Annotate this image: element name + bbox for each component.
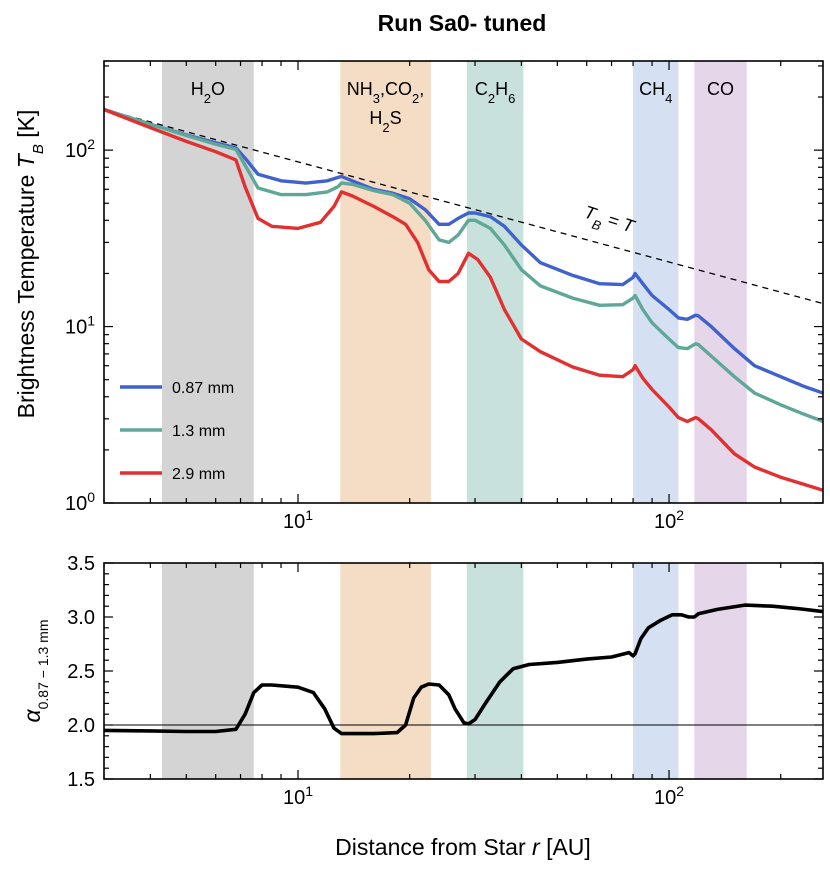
y-axis-title: α0.87 − 1.3 mm <box>19 619 51 722</box>
series-line-1-3-mm <box>104 107 823 424</box>
plot-frame <box>103 60 824 504</box>
x-tick-label: 102 <box>654 507 684 533</box>
y-tick-label: 1.5 <box>67 769 95 791</box>
y-tick-label: 101 <box>65 313 95 339</box>
x-tick-label: 102 <box>654 783 684 809</box>
y-tick-label: 102 <box>65 136 95 162</box>
reference-line <box>104 108 823 305</box>
legend-label: 1.3 mm <box>172 423 225 440</box>
series-line-alpha <box>104 603 823 736</box>
band-c2h6 <box>466 563 524 779</box>
band-h2o <box>162 563 254 779</box>
band-nh3-co2-h2s <box>340 563 431 779</box>
y-tick-label: 100 <box>65 489 95 515</box>
y-tick-label: 2.0 <box>67 715 95 737</box>
legend-label: 2.9 mm <box>172 466 225 483</box>
chart-title: Run Sa0- tuned <box>378 10 547 36</box>
band-co <box>694 61 747 503</box>
band-h2o <box>162 61 254 503</box>
band-ch4 <box>633 563 679 779</box>
y-axis-title: Brightness Temperature TB [K] <box>13 110 47 419</box>
x-axis-title: Distance from Star r [AU] <box>335 834 591 860</box>
series-line-0-87-mm <box>104 107 823 395</box>
y-tick-label: 2.5 <box>67 661 95 683</box>
band-label: H2O <box>191 79 225 106</box>
reference-line-label: TB = T <box>580 202 639 244</box>
top-panel: H2O NH3,CO2,H2S C2H6 CH4 CO TB = T 101 102 100 10… <box>13 60 824 533</box>
band-nh3-co2-h2s <box>340 61 431 503</box>
legend-label: 0.87 mm <box>172 380 234 397</box>
band-label: NH3,CO2, <box>347 79 425 106</box>
band-c2h6 <box>466 61 524 503</box>
series-line-2-9-mm <box>104 107 823 492</box>
band-co <box>694 563 747 779</box>
x-tick-label: 101 <box>283 507 313 533</box>
x-tick-label: 101 <box>283 783 313 809</box>
band-label: CO <box>707 79 734 99</box>
bottom-panel: 101 102 1.5 2.0 2.5 3.0 3.5 α0.87 − 1.3 mm <box>19 553 824 809</box>
y-tick-label: 3.0 <box>67 607 95 629</box>
band-label: C2H6 <box>475 79 515 106</box>
band-label: H2S <box>369 108 401 135</box>
band-label: CH4 <box>639 79 672 106</box>
x-axis-label: Distance from Star r [AU] <box>335 834 591 860</box>
y-tick-label: 3.5 <box>67 553 95 575</box>
